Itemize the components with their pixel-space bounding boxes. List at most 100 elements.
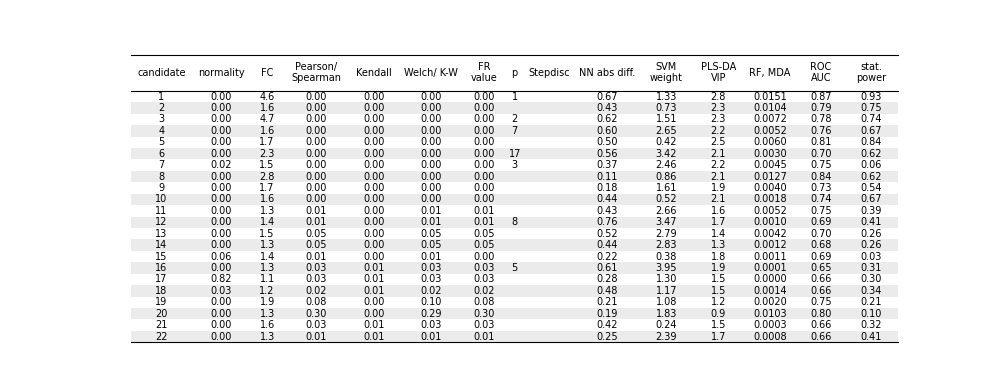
Text: 1.7: 1.7 <box>260 183 275 193</box>
Text: 0.00: 0.00 <box>364 172 385 181</box>
Bar <box>131 125 898 136</box>
Text: PLS-DA
VIP: PLS-DA VIP <box>700 62 735 83</box>
Text: 2.66: 2.66 <box>655 206 677 216</box>
Text: 2: 2 <box>158 103 164 113</box>
Text: 0.03: 0.03 <box>306 274 327 284</box>
Text: 0.00: 0.00 <box>210 91 232 102</box>
Text: 0.00: 0.00 <box>473 160 495 170</box>
Text: 0.00: 0.00 <box>210 206 232 216</box>
Bar <box>131 274 898 285</box>
Bar <box>131 160 898 171</box>
Text: 1.3: 1.3 <box>260 206 275 216</box>
Text: 0.03: 0.03 <box>420 320 442 330</box>
Text: 0.00: 0.00 <box>364 240 385 250</box>
Text: 4.7: 4.7 <box>260 114 275 124</box>
Text: 1.6: 1.6 <box>260 194 275 204</box>
Text: 0.03: 0.03 <box>306 320 327 330</box>
Text: 1.7: 1.7 <box>710 217 725 227</box>
Text: 0.87: 0.87 <box>810 91 832 102</box>
Bar <box>131 91 898 102</box>
Text: 17: 17 <box>508 149 521 159</box>
Text: 0.26: 0.26 <box>861 240 882 250</box>
Text: 1.33: 1.33 <box>655 91 677 102</box>
Text: 0.84: 0.84 <box>861 137 882 147</box>
Text: 0.02: 0.02 <box>473 286 495 296</box>
Text: 1.17: 1.17 <box>655 286 677 296</box>
Text: normality: normality <box>198 68 244 78</box>
Text: 0.22: 0.22 <box>596 252 617 261</box>
Text: Pearson/
Spearman: Pearson/ Spearman <box>291 62 341 83</box>
Text: 17: 17 <box>155 274 167 284</box>
Text: 0.00: 0.00 <box>306 137 327 147</box>
Text: 13: 13 <box>155 229 167 239</box>
Text: 0.39: 0.39 <box>861 206 882 216</box>
Text: 0.0042: 0.0042 <box>754 229 787 239</box>
Text: 1.4: 1.4 <box>260 217 275 227</box>
Text: 1.3: 1.3 <box>710 240 725 250</box>
Text: 0.02: 0.02 <box>306 286 327 296</box>
Text: 0.75: 0.75 <box>810 160 832 170</box>
Text: 0.0012: 0.0012 <box>754 240 787 250</box>
Text: 0.52: 0.52 <box>655 194 677 204</box>
Text: 9: 9 <box>158 183 164 193</box>
Text: 0.28: 0.28 <box>596 274 617 284</box>
Text: 0.00: 0.00 <box>306 91 327 102</box>
Text: 0.00: 0.00 <box>420 183 442 193</box>
Text: 1.61: 1.61 <box>655 183 677 193</box>
Text: 0.01: 0.01 <box>420 206 442 216</box>
Text: 0.01: 0.01 <box>420 332 442 341</box>
Text: 0.00: 0.00 <box>306 172 327 181</box>
Bar <box>131 148 898 160</box>
Text: 1.83: 1.83 <box>655 309 677 319</box>
Text: 1: 1 <box>158 91 164 102</box>
Text: 1.6: 1.6 <box>260 126 275 136</box>
Text: 0.29: 0.29 <box>420 309 442 319</box>
Text: 0.00: 0.00 <box>210 172 232 181</box>
Text: 0.03: 0.03 <box>420 274 442 284</box>
Text: 0.00: 0.00 <box>210 229 232 239</box>
Text: stat.
power: stat. power <box>857 62 887 83</box>
Text: 0.66: 0.66 <box>811 274 832 284</box>
Text: 0.00: 0.00 <box>210 137 232 147</box>
Text: 1.2: 1.2 <box>710 297 725 307</box>
Text: 0.0151: 0.0151 <box>754 91 787 102</box>
Text: 0.00: 0.00 <box>210 240 232 250</box>
Text: Kendall: Kendall <box>357 68 392 78</box>
Text: 0.00: 0.00 <box>210 320 232 330</box>
Text: 1.7: 1.7 <box>710 332 725 341</box>
Text: 0.0020: 0.0020 <box>754 297 787 307</box>
Text: 0.75: 0.75 <box>810 206 832 216</box>
Text: 3: 3 <box>158 114 164 124</box>
Text: 0.62: 0.62 <box>861 149 882 159</box>
Text: 2.3: 2.3 <box>710 103 725 113</box>
Bar <box>131 262 898 274</box>
Text: 0.18: 0.18 <box>596 183 617 193</box>
Text: 0.70: 0.70 <box>810 229 832 239</box>
Text: 0.05: 0.05 <box>420 229 442 239</box>
Text: 2.8: 2.8 <box>710 91 725 102</box>
Text: 0.00: 0.00 <box>306 126 327 136</box>
Text: 0.0030: 0.0030 <box>754 149 787 159</box>
Text: 5: 5 <box>158 137 164 147</box>
Text: 1.3: 1.3 <box>260 263 275 273</box>
Text: 1.5: 1.5 <box>260 229 275 239</box>
Text: 2.65: 2.65 <box>655 126 677 136</box>
Text: 0.00: 0.00 <box>210 309 232 319</box>
Text: 1.30: 1.30 <box>655 274 677 284</box>
Text: 0.00: 0.00 <box>210 297 232 307</box>
Text: 0.00: 0.00 <box>420 160 442 170</box>
Text: 0.05: 0.05 <box>473 229 495 239</box>
Text: 0.01: 0.01 <box>473 332 495 341</box>
Text: 0.03: 0.03 <box>420 263 442 273</box>
Text: 10: 10 <box>155 194 167 204</box>
Text: 0.00: 0.00 <box>306 149 327 159</box>
Text: 0.02: 0.02 <box>210 160 232 170</box>
Text: 0.01: 0.01 <box>306 252 327 261</box>
Text: 1.1: 1.1 <box>260 274 275 284</box>
Text: 0.00: 0.00 <box>210 217 232 227</box>
Text: 0.0001: 0.0001 <box>754 263 787 273</box>
Text: 0.74: 0.74 <box>861 114 882 124</box>
Text: 0.73: 0.73 <box>655 103 677 113</box>
Text: FC: FC <box>261 68 274 78</box>
Text: 16: 16 <box>155 263 167 273</box>
